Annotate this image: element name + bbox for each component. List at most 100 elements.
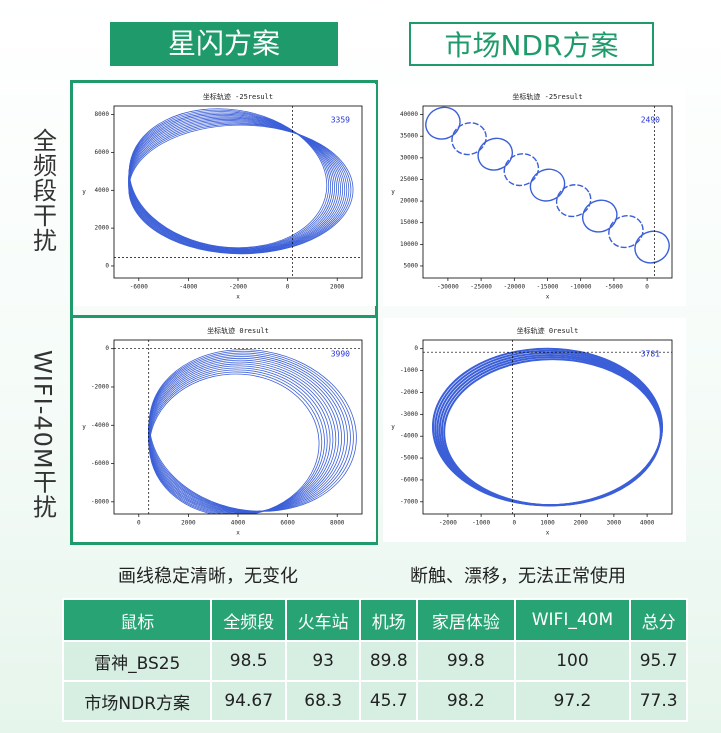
y-tick-label: -6000 <box>91 460 109 467</box>
column-header: 机场 <box>359 598 419 642</box>
table-cell: 市场NDR方案 <box>61 680 213 722</box>
trajectory <box>128 124 354 255</box>
caption: 断触、漂移，无法正常使用 <box>410 566 626 587</box>
trajectory <box>425 106 461 140</box>
y-tick-label: -4000 <box>91 422 109 429</box>
x-tick-label: -25000 <box>470 284 492 291</box>
table-cell: 94.67 <box>210 680 287 722</box>
trajectory <box>149 373 320 514</box>
y-tick-label: -7000 <box>400 498 418 505</box>
y-tick-label: -6000 <box>400 476 418 483</box>
trajectory <box>608 215 644 249</box>
table-cell: 98.5 <box>210 640 287 682</box>
x-tick-label: 0 <box>286 284 290 291</box>
y-axis-label: y <box>391 189 395 196</box>
point-count: 3781 <box>641 350 660 359</box>
x-tick-label: 2000 <box>181 520 196 527</box>
y-tick-label: -3000 <box>400 411 418 418</box>
y-tick-label: 0 <box>414 345 418 352</box>
row-label: WIFI-40M干扰 <box>28 350 57 520</box>
x-tick-label: -5000 <box>605 284 623 291</box>
x-tick-label: 0 <box>137 520 141 527</box>
x-tick-label: 0 <box>512 520 516 527</box>
y-tick-label: 35000 <box>400 133 418 140</box>
table-row: 市场NDR方案 94.67 68.3 45.7 98.2 97.2 77.3 <box>61 680 688 722</box>
trajectory <box>148 350 354 512</box>
x-tick-label: -20000 <box>503 284 525 291</box>
x-tick-label: -15000 <box>537 284 559 291</box>
table-row: 雷神_BS25 98.5 93 89.8 99.8 100 95.7 <box>61 640 688 682</box>
x-tick-label: 1000 <box>540 520 555 527</box>
table-cell: 100 <box>513 640 632 682</box>
axes-frame <box>422 105 673 279</box>
trajectory <box>148 352 351 512</box>
x-tick-label: 0 <box>645 284 649 291</box>
row-label: 全频段干扰 <box>28 127 57 253</box>
x-tick-label: -2000 <box>439 520 457 527</box>
point-count: 2490 <box>641 116 660 125</box>
x-axis-label: x <box>236 530 240 537</box>
y-tick-label: 25000 <box>400 176 418 183</box>
caption: 画线稳定清晰，无变化 <box>118 566 298 587</box>
column-header: 火车站 <box>284 598 362 642</box>
x-tick-label: 3000 <box>607 520 622 527</box>
y-tick-label: 0 <box>105 262 109 269</box>
x-tick-label: -10000 <box>570 284 592 291</box>
point-count: 3359 <box>331 116 350 125</box>
table-cell: 77.3 <box>629 680 688 722</box>
trajectory-plot: 坐标轨迹 0result 3781 -2000 -1000 0 1000 2000 3000 4… <box>383 318 686 542</box>
trajectory <box>581 199 618 233</box>
y-axis-label: y <box>82 424 86 431</box>
plot-area <box>147 349 357 514</box>
y-axis-label: y <box>82 189 86 196</box>
plot-title: 坐标轨迹 0result <box>207 326 269 335</box>
trajectory <box>529 168 566 202</box>
column-header: WIFI_40M <box>513 598 632 642</box>
x-tick-label: -2000 <box>229 284 247 291</box>
plot-title: 坐标轨迹 -25result <box>512 92 582 101</box>
y-tick-label: 6000 <box>95 149 110 156</box>
x-tick-label: -4000 <box>179 284 197 291</box>
x-tick-label: 2000 <box>573 520 588 527</box>
x-tick-label: -30000 <box>437 284 459 291</box>
trajectory <box>477 137 514 171</box>
y-tick-label: 10000 <box>400 241 418 248</box>
trajectory <box>443 358 662 507</box>
x-tick-label: 4000 <box>640 520 655 527</box>
plot-area <box>128 108 354 255</box>
y-tick-label: 8000 <box>95 111 110 118</box>
table-cell: 45.7 <box>359 680 419 722</box>
x-tick-label: 4000 <box>231 520 246 527</box>
table-cell: 98.2 <box>416 680 516 722</box>
y-tick-label: -1000 <box>400 367 418 374</box>
y-tick-label: 4000 <box>95 187 110 194</box>
column-header: 总分 <box>629 598 688 642</box>
y-tick-label: 15000 <box>400 219 418 226</box>
table-cell: 93 <box>284 640 362 682</box>
x-tick-label: 6000 <box>280 520 295 527</box>
column-header: 家居体验 <box>416 598 516 642</box>
column-header: 全频段 <box>210 598 287 642</box>
trajectory-plot: 坐标轨迹 -25result 3359 -6000 -4000 -2000 0 2000 80… <box>74 84 376 306</box>
y-axis-label: y <box>391 424 395 431</box>
trajectory <box>634 230 670 264</box>
x-axis-label: x <box>236 294 240 301</box>
y-tick-label: 20000 <box>400 198 418 205</box>
highlight-frame <box>70 80 378 545</box>
column-header: 鼠标 <box>61 598 213 642</box>
header: 市场NDR方案 <box>409 22 654 66</box>
x-tick-label: -6000 <box>130 284 148 291</box>
y-tick-label: 0 <box>105 345 109 352</box>
table-cell: 68.3 <box>284 680 362 722</box>
table-cell: 89.8 <box>359 640 419 682</box>
y-tick-label: -8000 <box>91 498 109 505</box>
trajectory <box>451 122 487 156</box>
x-axis-label: x <box>546 530 550 537</box>
y-tick-label: -2000 <box>400 389 418 396</box>
trajectory <box>128 122 350 254</box>
table-cell: 97.2 <box>513 680 632 722</box>
plot-title: 坐标轨迹 0result <box>517 326 579 335</box>
y-tick-label: 30000 <box>400 154 418 161</box>
y-tick-label: 2000 <box>95 225 110 232</box>
x-tick-label: -1000 <box>472 520 490 527</box>
